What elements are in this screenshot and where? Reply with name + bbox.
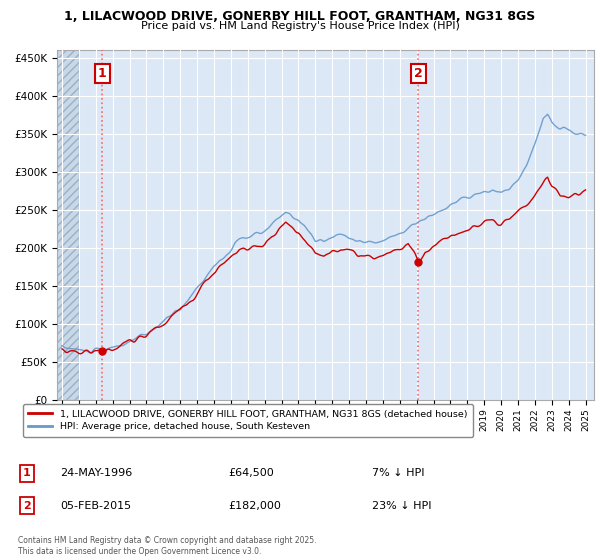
Text: 23% ↓ HPI: 23% ↓ HPI <box>372 501 431 511</box>
Text: £64,500: £64,500 <box>228 468 274 478</box>
Text: Price paid vs. HM Land Registry's House Price Index (HPI): Price paid vs. HM Land Registry's House … <box>140 21 460 31</box>
Text: 1, LILACWOOD DRIVE, GONERBY HILL FOOT, GRANTHAM, NG31 8GS: 1, LILACWOOD DRIVE, GONERBY HILL FOOT, G… <box>64 10 536 23</box>
Legend: 1, LILACWOOD DRIVE, GONERBY HILL FOOT, GRANTHAM, NG31 8GS (detached house), HPI:: 1, LILACWOOD DRIVE, GONERBY HILL FOOT, G… <box>23 404 473 437</box>
Text: 2: 2 <box>23 501 31 511</box>
Text: 1: 1 <box>23 468 31 478</box>
Text: £182,000: £182,000 <box>228 501 281 511</box>
Text: 24-MAY-1996: 24-MAY-1996 <box>60 468 132 478</box>
Text: 7% ↓ HPI: 7% ↓ HPI <box>372 468 425 478</box>
Text: 1: 1 <box>98 67 106 80</box>
Text: 05-FEB-2015: 05-FEB-2015 <box>60 501 131 511</box>
Text: Contains HM Land Registry data © Crown copyright and database right 2025.
This d: Contains HM Land Registry data © Crown c… <box>18 536 317 556</box>
Bar <box>57 50 79 400</box>
Text: 2: 2 <box>413 67 422 80</box>
Bar <box>57 50 79 400</box>
